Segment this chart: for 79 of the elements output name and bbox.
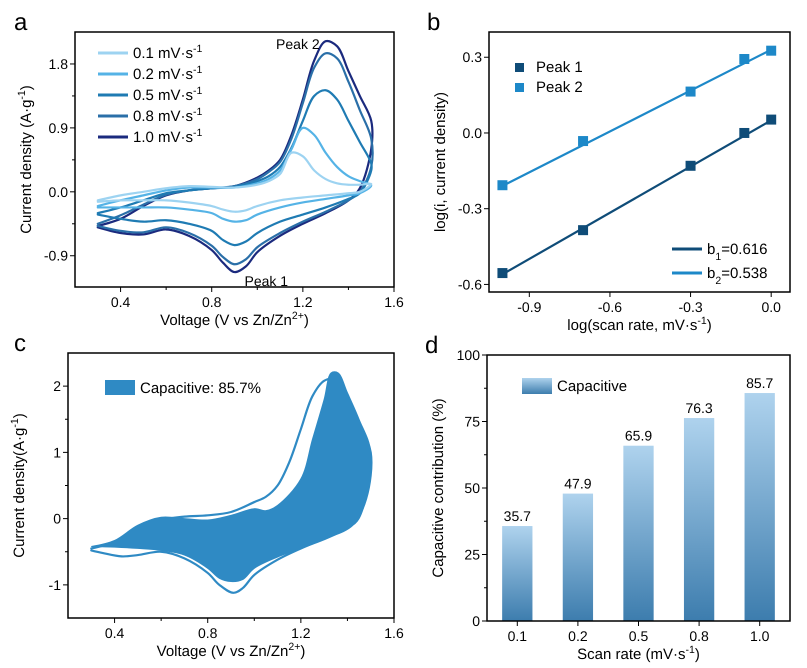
- bar: [684, 418, 714, 621]
- x-axis-title: Voltage (V vs Zn/Zn$^{2+}$): [160, 310, 309, 329]
- y-tick-label: 0.0: [462, 124, 482, 141]
- legend-label: 0.1 mV·s$^{-1}$: [133, 43, 203, 62]
- line-series: [96, 126, 372, 223]
- y-tick-label: 1.8: [48, 56, 68, 72]
- y-tick-label: -1: [48, 576, 62, 593]
- x-tick-label: 1.6: [384, 294, 404, 310]
- legend-label: 1.0 mV·s$^{-1}$: [133, 127, 203, 146]
- legend-label: b$_{2}$=0.538: [707, 265, 768, 287]
- annotation: Peak 1: [244, 273, 288, 290]
- y-axis-title: log(i, current density): [432, 92, 449, 232]
- x-tick-label: 1.6: [384, 625, 404, 641]
- point: [739, 54, 750, 64]
- legend-label: Capacitive: [557, 378, 628, 395]
- x-tick-label: 0.8: [202, 294, 222, 310]
- legend-label: Peak 2: [536, 79, 583, 96]
- data-label: 35.7: [504, 508, 532, 524]
- bar: [744, 393, 775, 621]
- bar: [623, 446, 654, 621]
- point: [686, 86, 696, 97]
- chart-title: b: [427, 9, 440, 36]
- y-tick-label: 0: [53, 510, 62, 527]
- legend-label: Peak 1: [536, 59, 583, 76]
- y-tick-label: 1: [53, 444, 62, 460]
- legend-label: 0.5 mV·s$^{-1}$: [133, 85, 203, 104]
- y-tick-label: 25: [464, 546, 480, 562]
- x-axis-title: Voltage (V vs Zn/Zn$^{2+}$): [156, 641, 306, 660]
- point: [766, 114, 776, 125]
- line-series: [96, 151, 372, 213]
- bar: [562, 494, 594, 621]
- point: [497, 180, 508, 190]
- y-axis-title: Capacitive contribution (%): [430, 398, 447, 578]
- y-tick-label: 0.9: [48, 120, 68, 136]
- x-tick-label: -0.9: [517, 299, 542, 315]
- y-tick-label: 2: [53, 378, 62, 394]
- x-tick-label: 0.4: [110, 294, 131, 310]
- point: [739, 128, 750, 138]
- x-tick-label: -0.3: [678, 299, 703, 315]
- point: [578, 136, 588, 146]
- x-tick-label: 1.2: [293, 294, 313, 310]
- point: [686, 160, 696, 171]
- y-tick-label: 75: [464, 414, 480, 430]
- x-tick-label: 1.2: [291, 625, 311, 641]
- bar: [502, 526, 532, 621]
- x-tick-label: 1.0: [750, 628, 770, 644]
- y-tick-label: 0: [472, 613, 480, 629]
- x-axis-title: log(scan rate, mV·s$^{-1}$): [567, 315, 712, 334]
- data-label: 65.9: [624, 428, 652, 444]
- x-tick-label: 0.1: [508, 628, 528, 644]
- legend-label: Capacitive: 85.7%: [140, 380, 261, 397]
- y-tick-label: 0.0: [48, 184, 68, 200]
- x-axis-title: Scan rate (mV·s$^{-1}$): [577, 644, 700, 663]
- data-label: 85.7: [746, 375, 774, 392]
- y-tick-label: 0.3: [462, 49, 482, 66]
- point: [578, 225, 588, 236]
- chart-title: a: [14, 9, 28, 36]
- y-tick-label: 50: [464, 480, 480, 496]
- legend-label: b$_{1}$=0.616: [707, 241, 768, 263]
- point: [766, 46, 776, 56]
- x-tick-label: 0.0: [761, 299, 782, 315]
- point: [497, 268, 508, 278]
- y-tick-label: 100: [456, 347, 480, 363]
- x-tick-label: 0.8: [198, 625, 218, 641]
- annotation: Peak 2: [276, 36, 320, 52]
- y-tick-label: -0.3: [458, 200, 482, 217]
- data-label: 47.9: [564, 476, 592, 492]
- legend-label: 0.8 mV·s$^{-1}$: [133, 106, 203, 125]
- x-tick-label: 0.2: [568, 628, 588, 644]
- data-label: 76.3: [685, 400, 713, 416]
- x-tick-label: 0.8: [689, 628, 710, 644]
- x-tick-label: -0.6: [598, 299, 622, 315]
- y-tick-label: -0.9: [44, 248, 68, 264]
- x-tick-label: 0.5: [628, 628, 648, 644]
- x-tick-label: 0.4: [104, 625, 125, 641]
- y-tick-label: -0.6: [458, 276, 482, 292]
- legend-label: 0.2 mV·s$^{-1}$: [133, 64, 203, 83]
- chart-title: d: [425, 332, 438, 359]
- chart-title: c: [14, 330, 26, 357]
